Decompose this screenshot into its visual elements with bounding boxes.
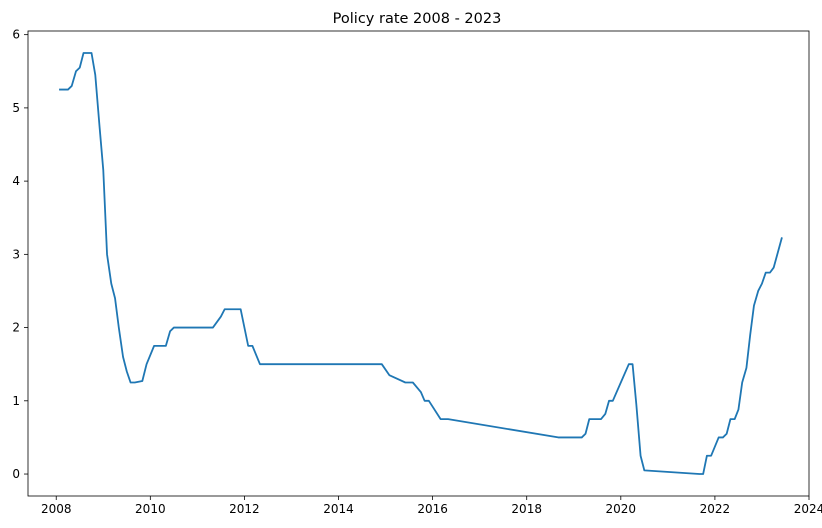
x-tick-label: 2016 [417, 502, 448, 516]
x-tick-label: 2010 [135, 502, 166, 516]
axis-layer: 2008 2010 2012 2014 2016 2018 2020 2022 2024 0 1 2 3… [12, 28, 822, 516]
y-tick-label: 3 [12, 247, 20, 261]
x-tick-label: 2008 [41, 502, 72, 516]
chart-title: Policy rate 2008 - 2023 [333, 11, 502, 27]
x-tick-label: 2012 [229, 502, 260, 516]
plot-frame [27, 30, 810, 497]
y-tick-label: 4 [12, 174, 20, 188]
plot-area [28, 31, 809, 496]
x-tick-label: 2018 [511, 502, 542, 516]
series-layer [59, 52, 783, 475]
y-tick-label: 0 [12, 467, 20, 481]
y-tick-label: 1 [12, 394, 20, 408]
x-tick-label: 2020 [606, 502, 637, 516]
x-tick-label: 2024 [794, 502, 822, 516]
y-tick-label: 5 [12, 101, 20, 115]
y-tick-label: 2 [12, 321, 20, 335]
x-tick-label: 2014 [323, 502, 354, 516]
y-tick-label: 6 [12, 28, 20, 42]
x-tick-label: 2022 [700, 502, 731, 516]
policy-rate-line [59, 52, 783, 475]
